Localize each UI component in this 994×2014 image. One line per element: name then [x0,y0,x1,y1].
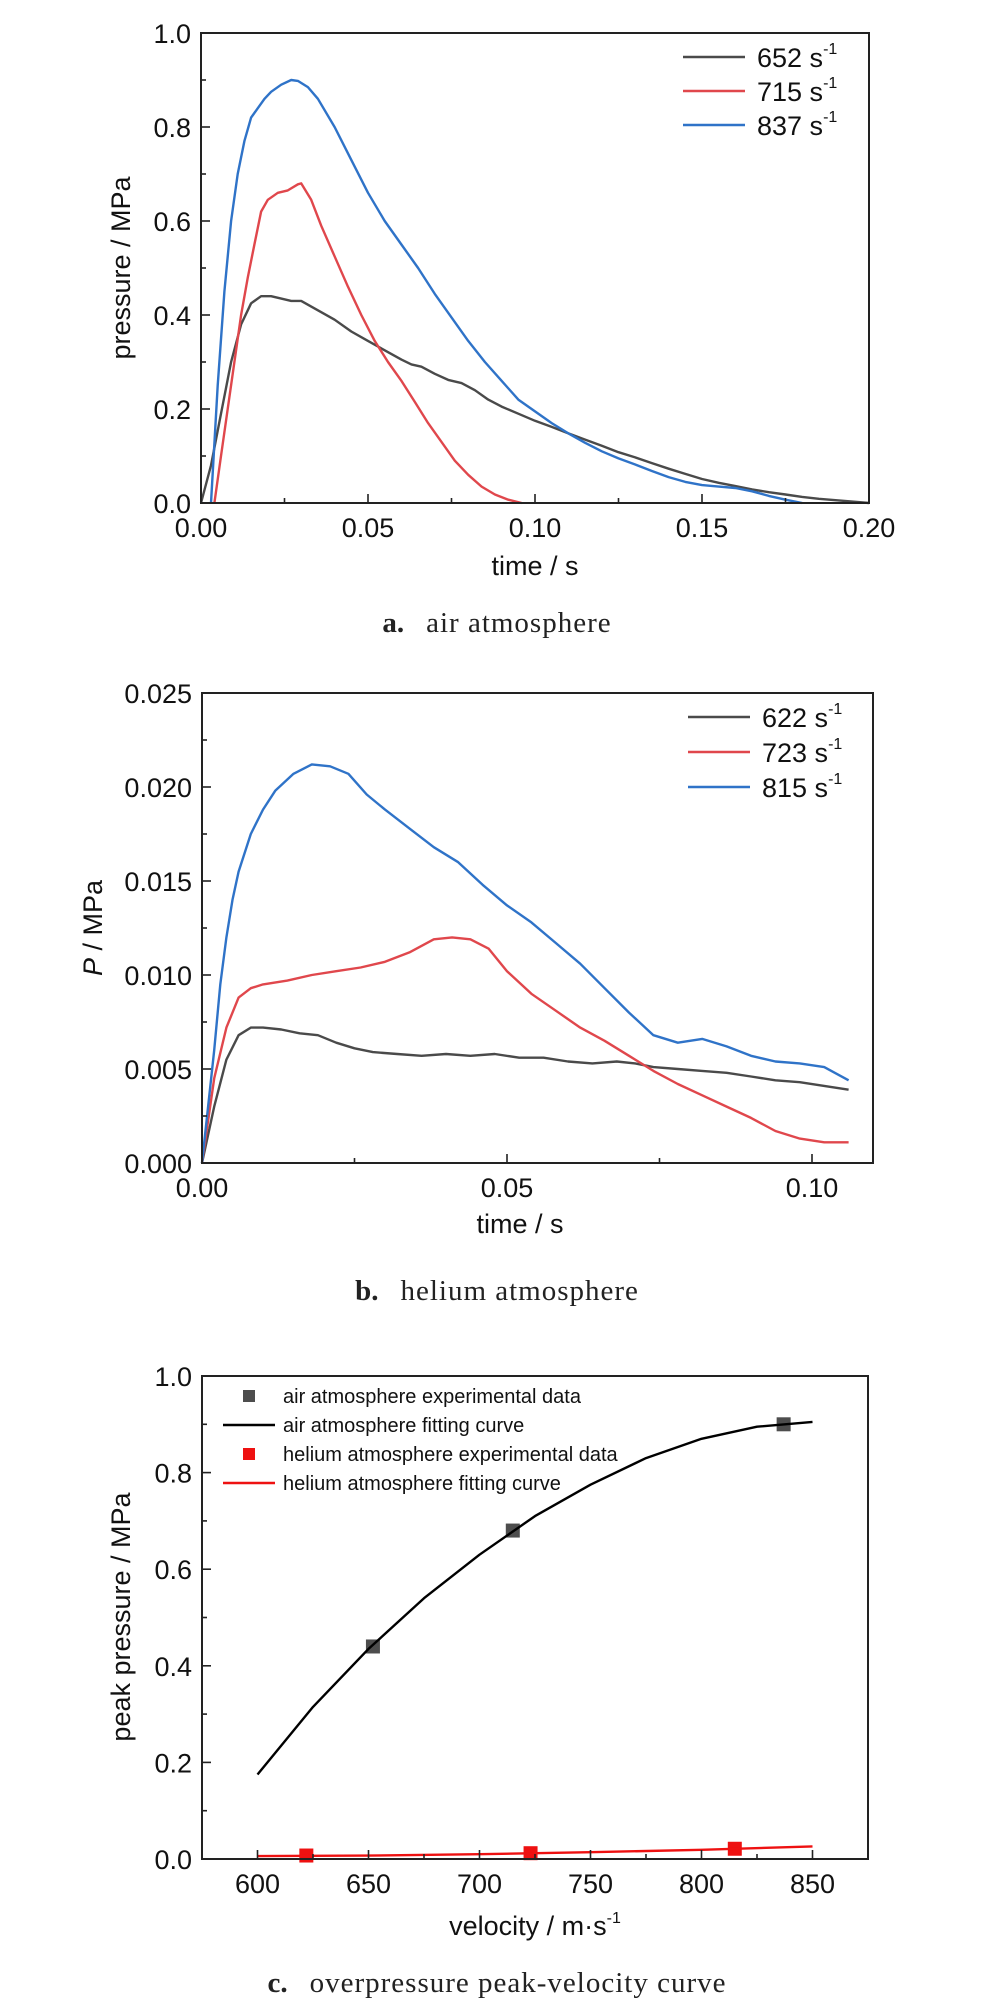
ticks-a: 0.00 0.05 0.10 0.15 0.20 0.0 0.2 0.4 0.6 0.8 1.0 [153,19,895,543]
y-axis-title-a: pressure / MPa [106,175,136,359]
y-tick-label: 0.8 [153,113,191,143]
series-line-715-s-1 [213,182,522,505]
x-tick-label: 0.05 [481,1173,534,1203]
legend-label: air atmosphere fitting curve [283,1415,524,1437]
legend-label: 622 s-1 [762,701,842,733]
legend-label-main: 652 s [757,43,823,73]
legend-c: air atmosphere experimental data air atmo… [223,1386,619,1495]
y-tick-label: 0.2 [154,1748,192,1778]
legend-label: 837 s-1 [757,109,837,141]
series-layer-b [200,763,850,1164]
caption-c: c. overpressure peak-velocity curve [268,1967,727,1999]
series-line-815-s-1 [200,763,850,1164]
y-tick-label: 0.0 [153,489,191,519]
caption-text-b: helium atmosphere [400,1275,638,1307]
legend-label: helium atmosphere experimental data [283,1444,619,1466]
legend-label-main: 837 s [757,111,823,141]
legend-label-sup: -1 [828,701,842,718]
legend-label-sup: -1 [823,109,837,126]
caption-text-a: air atmosphere [426,607,612,639]
legend-label-main: 622 s [762,703,828,733]
legend-marker [243,1390,255,1402]
y-tick-label: 0.0 [154,1845,192,1875]
y-tick-label: 0.020 [124,773,192,803]
y-tick-label: 0.025 [124,679,192,709]
series-line-723-s-1 [200,936,849,1164]
x-axis-title-b: time / s [476,1209,563,1239]
series-line-837-s-1 [209,78,803,505]
y-axis-title-c: peak pressure / MPa [106,1491,136,1741]
legend-label-main: 715 s [757,77,823,107]
y-axis-title-b-italic: P [78,958,108,976]
ticks-c: 600 650 700 750 800 850 0.0 0.2 0.4 0.6 0.8 1.0 [154,1362,835,1899]
legend-label-sup: -1 [823,75,837,92]
x-tick-label: 700 [457,1869,502,1899]
x-tick-label: 0.05 [342,513,395,543]
caption-a: a. air atmosphere [382,607,611,639]
y-tick-label: 0.010 [124,961,192,991]
legend-label: helium atmosphere fitting curve [283,1473,561,1495]
y-tick-label: 0.4 [154,1652,192,1682]
y-tick-label: 0.4 [153,301,191,331]
y-tick-label: 0.6 [154,1555,192,1585]
x-tick-label: 800 [679,1869,724,1899]
y-tick-label: 0.6 [153,207,191,237]
legend-label-sup: -1 [823,41,837,58]
caption-letter-a: a. [382,607,404,639]
x-tick-label: 600 [235,1869,280,1899]
panel-helium-atmosphere: 0.00 0.05 0.10 0.000 0.005 0.010 0.015 0.020 0.0… [78,679,874,1307]
x-tick-label: 0.10 [786,1173,839,1203]
legend-label-main: 815 s [762,773,828,803]
legend-label: 715 s-1 [757,75,837,107]
legend-label-sup: -1 [828,771,842,788]
x-tick-label: 650 [346,1869,391,1899]
legend-label: air atmosphere experimental data [283,1386,582,1408]
x-tick-label: 0.00 [176,1173,229,1203]
y-tick-label: 1.0 [153,19,191,49]
legend-label: 723 s-1 [762,736,842,768]
legend-label-sup: -1 [828,736,842,753]
x-axis-title-c: velocity / m·s-1 [449,1910,621,1941]
x-tick-label: 850 [790,1869,835,1899]
x-tick-label: 0.00 [175,513,228,543]
series-layer-a [199,78,870,505]
x-axis-title-c-sup: -1 [607,1910,621,1927]
caption-letter-c: c. [268,1967,288,1999]
caption-text-c: overpressure peak-velocity curve [310,1967,727,1999]
series-line-helium-atmosphere-fitting-curve [257,1845,813,1858]
series-layer-c [256,1417,813,1863]
y-tick-label: 0.005 [124,1055,192,1085]
legend-label-main: 723 s [762,738,828,768]
x-axis-title-a: time / s [491,551,578,581]
series-line-652-s-1 [199,295,870,505]
y-tick-label: 0.015 [124,867,192,897]
ticks-b: 0.00 0.05 0.10 0.000 0.005 0.010 0.015 0.020 0.0… [124,679,838,1203]
series-line-air-atmosphere-fitting-curve [256,1420,813,1776]
x-tick-label: 0.20 [843,513,896,543]
y-tick-label: 0.000 [124,1149,192,1179]
legend-label: 815 s-1 [762,771,842,803]
legend-label: 652 s-1 [757,41,837,73]
caption-letter-b: b. [355,1275,378,1307]
y-tick-label: 0.2 [153,395,191,425]
series-line-622-s-1 [200,1026,849,1164]
caption-b: b. helium atmosphere [355,1275,639,1307]
y-tick-label: 0.8 [154,1459,192,1489]
panel-overpressure-peak-velocity: 600 650 700 750 800 850 0.0 0.2 0.4 0.6 0.8 1.0 air… [106,1362,869,1999]
y-axis-title-b: P / MPa [78,879,108,976]
legend-marker [243,1448,255,1460]
x-tick-label: 750 [568,1869,613,1899]
y-tick-label: 1.0 [154,1362,192,1392]
x-axis-title-c-main: velocity / m·s [449,1911,607,1941]
x-tick-label: 0.10 [509,513,562,543]
y-axis-title-b-rest: / MPa [78,879,108,958]
x-tick-label: 0.15 [676,513,729,543]
panel-air-atmosphere: 0.00 0.05 0.10 0.15 0.20 0.0 0.2 0.4 0.6 0.8 1.0 6… [106,19,895,639]
